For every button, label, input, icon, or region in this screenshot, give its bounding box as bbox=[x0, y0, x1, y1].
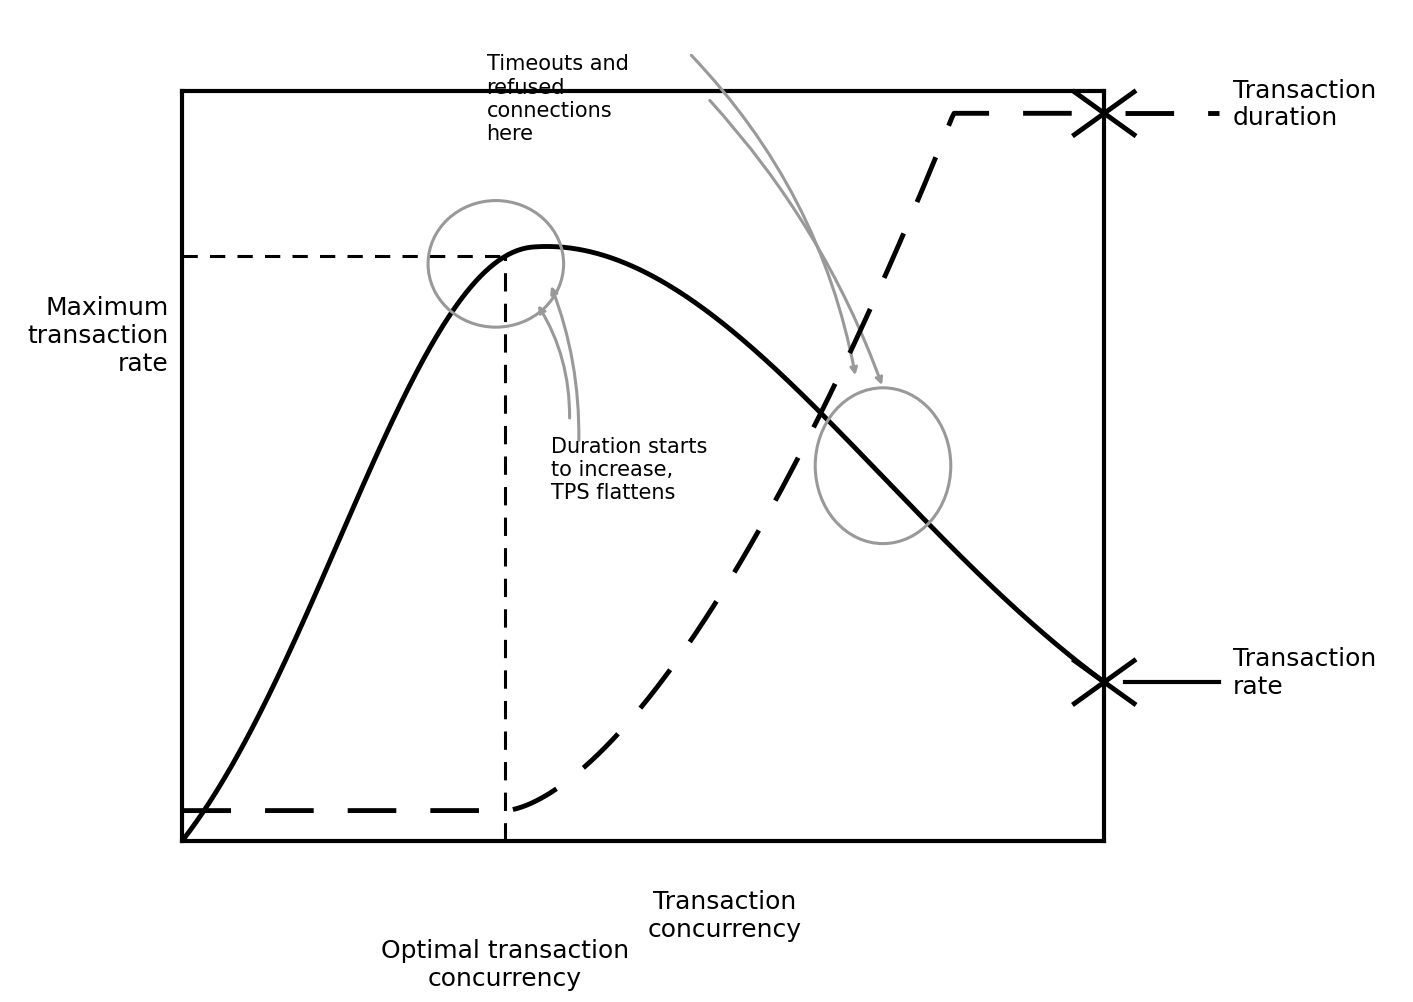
Text: Transaction
rate: Transaction rate bbox=[1234, 647, 1376, 698]
Text: Optimal transaction
concurrency: Optimal transaction concurrency bbox=[382, 938, 629, 990]
Text: Maximum
transaction
rate: Maximum transaction rate bbox=[28, 296, 170, 376]
Text: Duration starts
to increase,
TPS flattens: Duration starts to increase, TPS flatten… bbox=[551, 436, 708, 503]
Text: Transaction
concurrency: Transaction concurrency bbox=[647, 890, 801, 941]
Text: Transaction
duration: Transaction duration bbox=[1234, 78, 1376, 130]
Text: Timeouts and
refused
connections
here: Timeouts and refused connections here bbox=[486, 54, 629, 143]
